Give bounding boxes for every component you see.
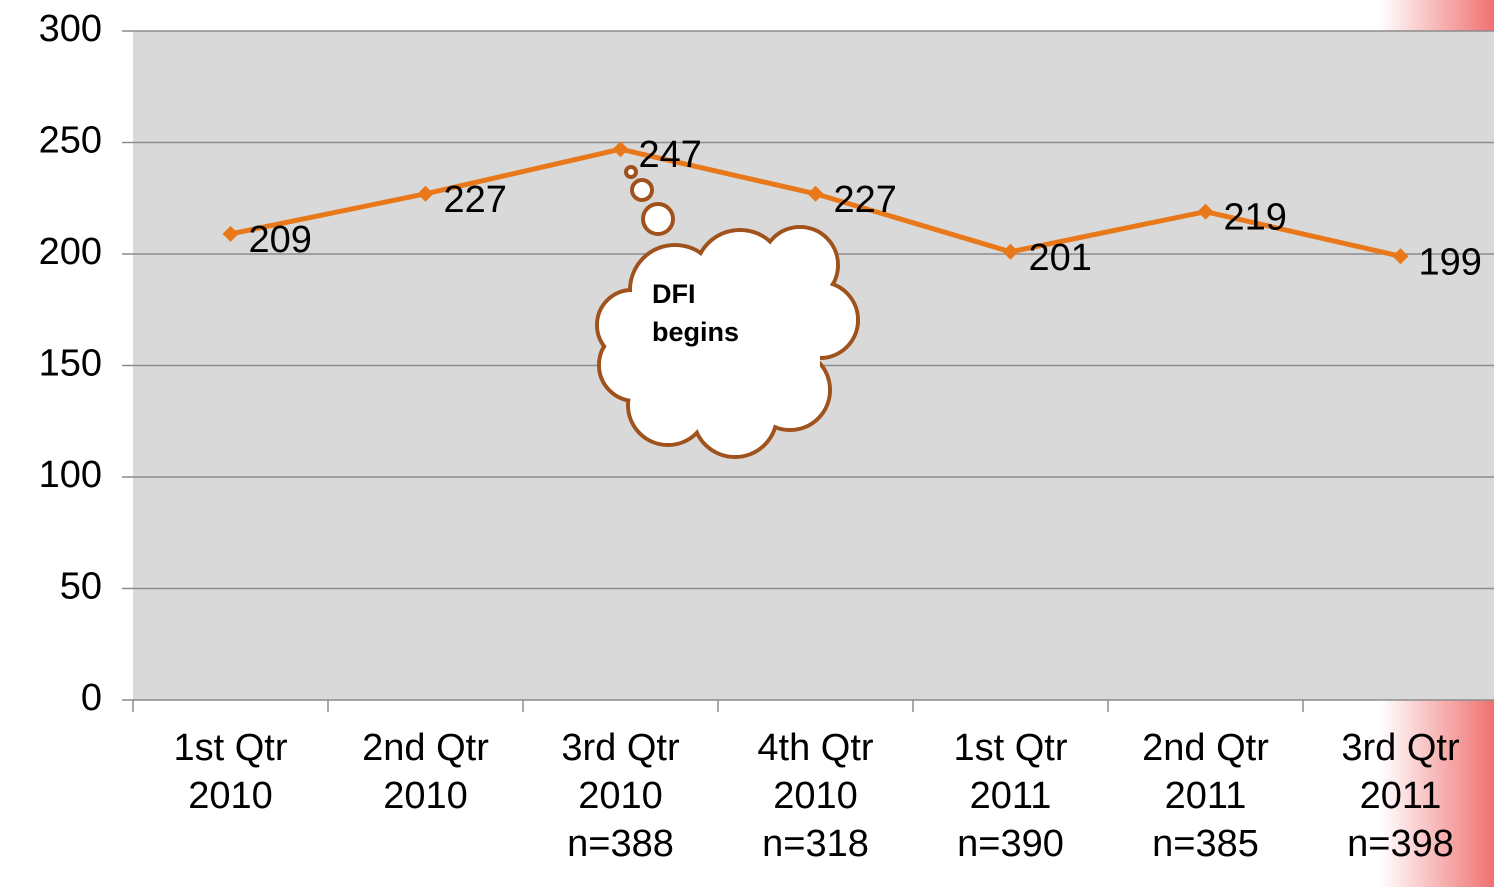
y-tick-label: 150 [39,343,102,385]
data-point [1002,243,1019,260]
x-tick-label: 3rd Qtr 2011 n=398 [1341,727,1460,865]
data-label: 201 [1029,237,1092,279]
x-tick-label: 2nd Qtr 2010 [362,727,489,817]
data-point [417,185,434,202]
data-point [807,185,824,202]
x-tick-label: 2nd Qtr 2011 n=385 [1142,727,1269,865]
data-label: 227 [834,179,897,221]
data-point [1197,203,1214,220]
x-tick-label: 1st Qtr 2011 n=390 [953,727,1068,865]
data-label: 209 [249,219,312,261]
y-tick-label: 100 [39,454,102,496]
y-tick-label: 250 [39,120,102,162]
x-tick-label: 1st Qtr 2010 [173,727,288,817]
y-tick-label: 300 [39,8,102,50]
data-point [222,225,239,242]
data-label: 219 [1224,197,1287,239]
y-tick-label: 0 [81,677,102,719]
data-point [612,141,629,158]
x-tick-label: 4th Qtr 2010 n=318 [757,727,874,865]
annotation: DFI begins [652,279,740,347]
data-label: 227 [444,179,507,221]
data-point [1392,248,1409,265]
y-tick-label: 200 [39,231,102,273]
y-tick-label: 50 [60,566,102,608]
x-tick-label: 3rd Qtr 2010 n=388 [561,727,680,865]
data-label: 199 [1419,241,1482,283]
callout-cloud [595,165,860,459]
data-label: 247 [639,134,702,176]
